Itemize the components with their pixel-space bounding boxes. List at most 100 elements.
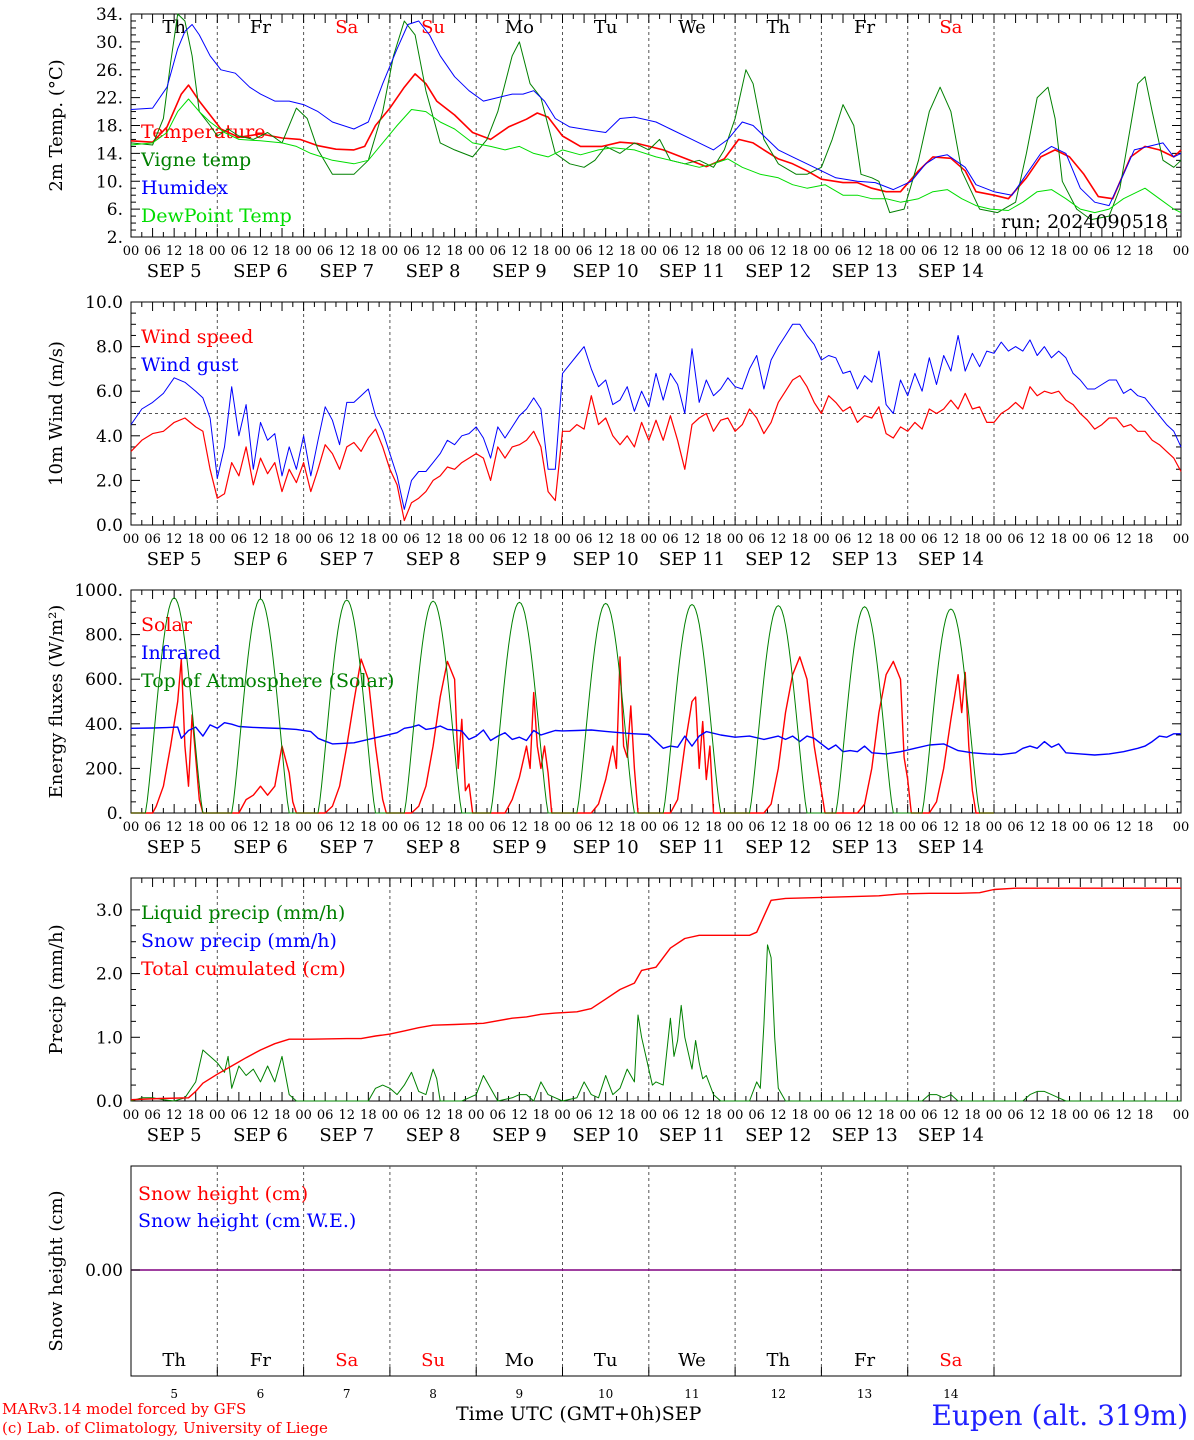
y-tick-label: 22. <box>96 89 123 109</box>
hour-tick-label: 18 <box>446 244 463 259</box>
hour-tick-label: 12 <box>770 244 787 259</box>
y-tick-label: 600. <box>85 670 123 690</box>
hour-tick-label: 18 <box>964 1108 981 1123</box>
hour-tick-label: 00 <box>123 820 140 835</box>
hour-tick-label: 12 <box>856 244 873 259</box>
hour-tick-label: 06 <box>576 820 593 835</box>
day-number-label: 7 <box>343 1387 351 1401</box>
hour-tick-label: 06 <box>1094 1108 1111 1123</box>
day-of-week-label: Sa <box>335 1350 358 1371</box>
y-tick-label: 6.0 <box>96 382 123 402</box>
hour-tick-label: 18 <box>619 532 636 547</box>
hour-tick-label: 18 <box>619 244 636 259</box>
hour-tick-label: 12 <box>252 244 269 259</box>
hour-tick-label: 12 <box>943 1108 960 1123</box>
date-label: SEP 10 <box>573 837 639 858</box>
hour-tick-label: 12 <box>597 1108 614 1123</box>
date-label: SEP 11 <box>659 1125 725 1146</box>
y-tick-label: 2. <box>107 228 123 248</box>
hour-tick-label: 06 <box>748 1108 765 1123</box>
hour-tick-label: 18 <box>792 532 809 547</box>
panel-4: 00 06 12 18 00 06 12 18 00 06 12 18 00 06 12 18 00 06 12 18… <box>46 877 1189 1146</box>
hour-tick-label: 12 <box>166 820 183 835</box>
date-label: SEP 6 <box>233 261 288 282</box>
hour-tick-label: 12 <box>856 1108 873 1123</box>
hour-tick-label: 06 <box>748 820 765 835</box>
hour-tick-label: 06 <box>921 820 938 835</box>
y-tick-label: 0.00 <box>85 1261 123 1281</box>
hour-tick-label: 00 <box>813 1108 830 1123</box>
day-number-label: 10 <box>598 1387 613 1401</box>
hour-tick-label: 00 <box>295 820 312 835</box>
date-label: SEP 10 <box>573 549 639 570</box>
hour-tick-label: 12 <box>425 532 442 547</box>
date-label: SEP 14 <box>918 549 984 570</box>
hour-tick-label: 18 <box>1137 1108 1154 1123</box>
date-label: SEP 13 <box>831 261 897 282</box>
x-axis-month: SEP <box>661 1403 702 1425</box>
date-label: SEP 14 <box>918 261 984 282</box>
day-of-week-label: Th <box>766 17 790 38</box>
hour-tick-label: 06 <box>662 820 679 835</box>
date-label: SEP 9 <box>492 549 547 570</box>
hour-tick-label: 12 <box>597 820 614 835</box>
hour-tick-label: 06 <box>748 532 765 547</box>
y-axis-label: 10m Wind (m/s) <box>46 341 67 486</box>
series-line <box>130 887 1181 1101</box>
hour-tick-label: 00 <box>986 244 1003 259</box>
date-label: SEP 11 <box>659 549 725 570</box>
hour-tick-label: 12 <box>1029 244 1046 259</box>
day-number-label: 12 <box>771 1387 786 1401</box>
hour-tick-label: 18 <box>792 244 809 259</box>
date-label: SEP 12 <box>745 261 811 282</box>
hour-tick-label: 06 <box>231 532 248 547</box>
date-label: SEP 8 <box>406 837 461 858</box>
hour-tick-label: 18 <box>533 1108 550 1123</box>
date-label: SEP 12 <box>745 549 811 570</box>
hour-tick-label: 18 <box>619 1108 636 1123</box>
hour-tick-label: 00 <box>123 532 140 547</box>
day-number-label: 6 <box>257 1387 265 1401</box>
hour-tick-label: 18 <box>964 532 981 547</box>
hour-tick-label: 12 <box>166 532 183 547</box>
legend-label: Liquid precip (mm/h) <box>141 902 345 924</box>
hour-tick-label: 18 <box>533 244 550 259</box>
hour-tick-label: 06 <box>317 1108 334 1123</box>
plot-frame <box>130 13 1182 238</box>
hour-tick-label: 00 <box>641 1108 658 1123</box>
hour-tick-label: 00 <box>727 1108 744 1123</box>
day-of-week-label: Su <box>421 17 445 38</box>
y-axis-label: Snow height (cm) <box>46 1190 67 1351</box>
hour-tick-label: 12 <box>338 1108 355 1123</box>
hour-tick-label: 18 <box>360 820 377 835</box>
hour-tick-label: 18 <box>446 820 463 835</box>
hour-tick-label: 00 <box>641 244 658 259</box>
hour-tick-label: 18 <box>274 532 291 547</box>
y-tick-label: 400. <box>85 715 123 735</box>
series-line <box>130 73 1182 200</box>
y-tick-label: 6. <box>107 200 123 220</box>
hour-tick-label: 00 <box>727 244 744 259</box>
hour-tick-label: 18 <box>1137 244 1154 259</box>
date-label: SEP 6 <box>233 837 288 858</box>
hour-tick-label: 18 <box>533 532 550 547</box>
hour-tick-label: 00 <box>1173 820 1190 835</box>
hour-tick-label: 18 <box>705 244 722 259</box>
y-axis-label: Precip (mm/h) <box>46 924 67 1054</box>
hour-tick-label: 06 <box>662 532 679 547</box>
hour-tick-label: 00 <box>468 244 485 259</box>
day-of-week-label: Mo <box>505 1350 534 1371</box>
y-tick-label: 2.0 <box>96 471 123 491</box>
date-label: SEP 10 <box>573 1125 639 1146</box>
hour-tick-label: 12 <box>1029 532 1046 547</box>
hour-tick-label: 12 <box>943 532 960 547</box>
hour-tick-label: 12 <box>770 820 787 835</box>
hour-tick-label: 06 <box>490 1108 507 1123</box>
day-of-week-label: Sa <box>939 17 962 38</box>
day-of-week-label: Tu <box>594 17 618 38</box>
hour-tick-label: 06 <box>1007 532 1024 547</box>
day-of-week-label: Sa <box>335 17 358 38</box>
hour-tick-label: 00 <box>382 244 399 259</box>
hour-tick-label: 12 <box>1029 1108 1046 1123</box>
